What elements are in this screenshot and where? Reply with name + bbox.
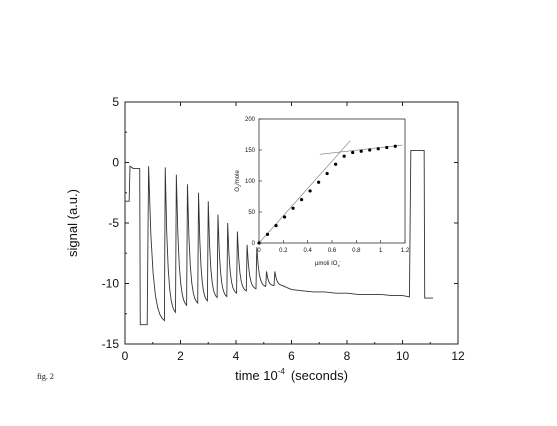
inset-plot: 0 0.2 0.4 0.6 0.8 1 1.2 200 150 100 50 0 O2/mole µm…: [235, 117, 410, 268]
x-tick-label: 8: [344, 349, 351, 363]
y-tick-label: 5: [112, 95, 119, 109]
inset-x-tick-label: 0.8: [352, 248, 361, 254]
figure-caption: fig. 2: [37, 372, 54, 381]
inset-plot-frame: [258, 118, 406, 244]
inset-y-tick-label: 100: [245, 179, 256, 185]
inset-y-tick-label: 200: [245, 117, 256, 123]
inset-y-tick-label: 150: [245, 148, 256, 154]
inset-data-point: [257, 241, 261, 245]
inset-y-axis-label-subscript: 2: [237, 184, 242, 187]
inset-data-point: [334, 162, 338, 166]
y-tick-label: -15: [102, 337, 120, 351]
x-tick-label: 4: [233, 349, 240, 363]
inset-data-point: [282, 215, 287, 219]
inset-data-point: [359, 149, 363, 153]
x-tick-label: 12: [451, 349, 465, 363]
main-x-axis-label: time 10-4 (seconds): [235, 367, 348, 383]
inset-data-point: [376, 147, 380, 151]
inset-x-axis-label-subscript: 4: [337, 263, 340, 268]
main-x-axis-label-text: time 10: [235, 368, 278, 383]
inset-x-tick-label: 0.6: [328, 248, 337, 254]
y-tick-label: -10: [102, 277, 120, 291]
inset-data-point: [299, 198, 304, 202]
inset-axis-ticks: 0 0.2 0.4 0.6 0.8 1 1.2 200 150 100 50 0: [245, 117, 410, 254]
y-tick-label: -5: [108, 216, 119, 230]
main-x-axis-label-exponent: -4: [278, 367, 286, 376]
inset-data-point: [351, 150, 355, 155]
inset-x-axis-label-text: µmoli IO: [315, 261, 338, 267]
inset-y-axis-label-unit: /mole: [235, 170, 241, 185]
inset-data-point: [291, 206, 295, 210]
x-tick-label: 2: [177, 349, 184, 363]
inset-y-axis-label-text: O: [235, 187, 241, 192]
inset-data-point: [342, 154, 346, 158]
inset-x-axis-label-superscript: -: [340, 258, 342, 263]
inset-x-tick-label: 0.4: [303, 248, 312, 254]
x-tick-label: 10: [396, 349, 410, 363]
inset-x-tick-label: 1: [379, 248, 383, 254]
inset-data-point: [325, 171, 329, 176]
y-tick-label: 0: [112, 156, 119, 170]
inset-data-point: [265, 232, 270, 236]
x-tick-label: 6: [288, 349, 295, 363]
inset-data-point: [393, 144, 397, 148]
signal-trace: [125, 149, 434, 326]
inset-data-point: [308, 189, 312, 193]
inset-x-tick-label: 0.2: [279, 248, 288, 254]
main-x-axis-label-unit: (seconds): [291, 368, 348, 383]
inset-data-point: [274, 224, 278, 228]
inset-y-axis-label: O2/mole: [235, 170, 242, 192]
inset-x-axis-label: µmoli IO4-: [315, 258, 342, 268]
inset-data-point: [385, 145, 389, 150]
inset-data-point: [368, 148, 372, 152]
inset-y-tick-label: 50: [248, 210, 255, 216]
inset-fit-line: [258, 140, 351, 244]
x-tick-label: 0: [122, 349, 129, 363]
inset-data-point: [317, 180, 321, 184]
main-y-axis-label: signal (a.u.): [65, 189, 80, 257]
inset-data-points: [257, 144, 397, 245]
inset-y-tick-label: 0: [252, 241, 256, 247]
inset-x-tick-label: 0: [257, 248, 261, 254]
inset-x-tick-label: 1.2: [401, 248, 410, 254]
